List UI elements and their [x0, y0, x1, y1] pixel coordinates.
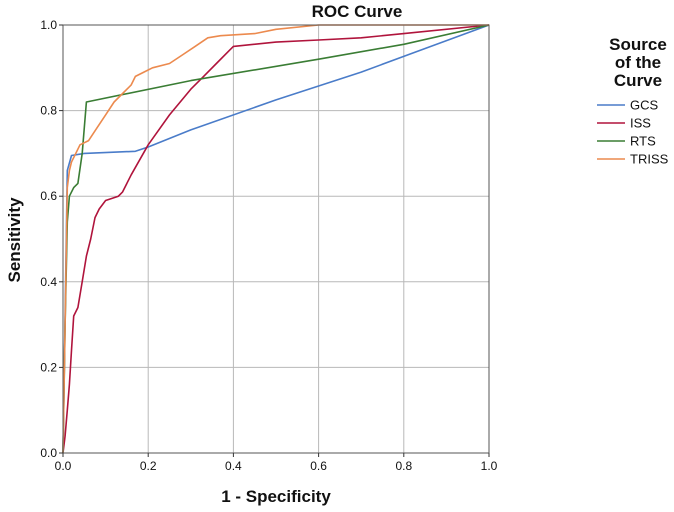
x-tick-label: 0.8	[395, 459, 412, 473]
series-line-triss	[62, 24, 489, 454]
x-tick-label: 0.0	[55, 459, 72, 473]
plot-frame	[62, 24, 490, 454]
x-tick-label: 0.4	[225, 459, 242, 473]
legend-label-gcs: GCS	[630, 98, 659, 113]
series-lines	[62, 24, 490, 454]
legend-label-iss: ISS	[630, 116, 651, 131]
y-tick-label: 0.6	[40, 189, 57, 203]
series-line-iss	[62, 24, 490, 454]
tick-labels: 0.0 0.2 0.4 0.6 0.8 1.0 0.0 0.2 0.4 0.6 0.8 1.0	[40, 18, 497, 473]
y-tick-label: 0.2	[40, 360, 57, 374]
legend-label-triss: TRISS	[630, 152, 669, 167]
x-tick-label: 1.0	[481, 459, 498, 473]
y-tick-label: 1.0	[40, 18, 57, 32]
axes	[59, 24, 490, 457]
x-tick-label: 0.2	[140, 459, 157, 473]
legend-label-rts: RTS	[630, 134, 656, 149]
x-axis-label: 1 - Specificity	[221, 487, 331, 506]
legend-title-line: of the	[615, 53, 661, 72]
x-tick-label: 0.6	[310, 459, 327, 473]
series-line-gcs	[62, 24, 490, 454]
y-tick-label: 0.8	[40, 104, 57, 118]
y-axis-label: Sensitivity	[5, 197, 24, 283]
legend-title-line: Source	[609, 35, 667, 54]
y-tick-label: 0.4	[40, 275, 57, 289]
legend-title-line: Curve	[614, 71, 662, 90]
chart-title: ROC Curve	[312, 2, 403, 21]
y-tick-label: 0.0	[40, 446, 57, 460]
